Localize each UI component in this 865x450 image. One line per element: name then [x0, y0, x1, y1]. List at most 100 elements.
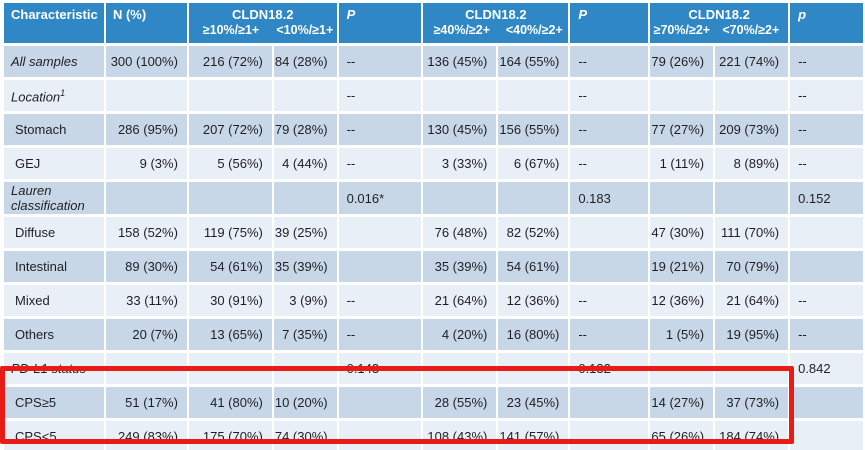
table-row: Location1 -- -- --: [4, 80, 863, 111]
cell-cldn10-lt: 84 (28%): [273, 46, 337, 77]
cell-cldn10-lt: [273, 182, 337, 214]
cell-cldn70-ge: 19 (21%): [650, 251, 714, 282]
cell-cldn10-lt: 3 (9%): [273, 285, 337, 316]
cell-p3: --: [790, 319, 863, 350]
table-row: Diffuse 158 (52%) 119 (75%) 39 (25%) 76 …: [4, 217, 863, 248]
cell-p1: [338, 387, 422, 418]
table-row: GEJ 9 (3%) 5 (56%) 4 (44%) -- 3 (33%) 6 …: [4, 148, 863, 179]
row-label: Mixed: [4, 285, 104, 316]
cell-cldn10-lt: 10 (20%): [273, 387, 337, 418]
group-header-cldn18-10pct: CLDN18.2 ≥10%/≥1+ <10%/≥1+: [188, 3, 337, 43]
cell-cldn70-ge: [650, 353, 714, 384]
cell-cldn70-ge: [650, 182, 714, 214]
table-row: Mixed 33 (11%) 30 (91%) 3 (9%) -- 21 (64…: [4, 285, 863, 316]
col-header-p3: p: [790, 3, 863, 43]
cell-n-pct: 89 (30%): [105, 251, 187, 282]
cell-p3: --: [790, 114, 863, 145]
table-row: CPS<5 249 (83%) 175 (70%) 74 (30%) 108 (…: [4, 421, 863, 450]
cell-cldn10-lt: [273, 80, 337, 111]
cell-cldn40-lt: [498, 353, 569, 384]
cell-cldn40-lt: 23 (45%): [498, 387, 569, 418]
cell-cldn10-ge: 41 (80%): [188, 387, 272, 418]
cell-p2: [570, 217, 649, 248]
cell-cldn40-ge: [423, 80, 497, 111]
cell-cldn10-ge: 13 (65%): [188, 319, 272, 350]
cell-cldn70-ge: [650, 80, 714, 111]
group-sublabels: ≥10%/≥1+ <10%/≥1+: [189, 22, 337, 38]
cell-cldn70-ge: 79 (26%): [650, 46, 714, 77]
sub-header-lt40: <40%/≥2+: [505, 23, 563, 37]
row-label: All samples: [4, 46, 104, 77]
cell-cldn40-ge: 35 (39%): [423, 251, 497, 282]
cell-cldn70-ge: 65 (26%): [650, 421, 714, 450]
cell-p1: [338, 251, 422, 282]
row-label: CPS<5: [4, 421, 104, 450]
cell-cldn70-lt: 70 (79%): [715, 251, 789, 282]
table-row: All samples 300 (100%) 216 (72%) 84 (28%…: [4, 46, 863, 77]
cell-n-pct: 9 (3%): [105, 148, 187, 179]
sub-header-ge10: ≥10%/≥1+: [202, 23, 260, 37]
cell-cldn10-lt: 4 (44%): [273, 148, 337, 179]
cell-cldn40-lt: 82 (52%): [498, 217, 569, 248]
cell-cldn70-lt: [715, 182, 789, 214]
cell-cldn10-ge: [188, 353, 272, 384]
group-title: CLDN18.2: [465, 7, 527, 22]
cell-n-pct: 249 (83%): [105, 421, 187, 450]
col-header-characteristic: Characteristic: [4, 3, 104, 43]
cell-cldn40-lt: 164 (55%): [498, 46, 569, 77]
cell-p2: --: [570, 319, 649, 350]
cell-p1: [338, 217, 422, 248]
sub-header-ge40: ≥40%/≥2+: [433, 23, 491, 37]
cell-cldn70-lt: [715, 353, 789, 384]
cell-p3: 0.842: [790, 353, 863, 384]
row-label: Stomach: [4, 114, 104, 145]
sub-header-lt70: <70%/≥2+: [722, 23, 780, 37]
cell-cldn10-ge: 5 (56%): [188, 148, 272, 179]
cell-cldn40-lt: 12 (36%): [498, 285, 569, 316]
cell-cldn40-ge: 136 (45%): [423, 46, 497, 77]
cell-cldn10-lt: 74 (30%): [273, 421, 337, 450]
cell-p3: [790, 387, 863, 418]
cell-cldn40-lt: 54 (61%): [498, 251, 569, 282]
row-label: CPS≥5: [4, 387, 104, 418]
cell-p3: [790, 251, 863, 282]
cell-cldn70-lt: 111 (70%): [715, 217, 789, 248]
cell-cldn10-lt: [273, 353, 337, 384]
group-title: CLDN18.2: [232, 7, 294, 22]
cell-p1: --: [338, 285, 422, 316]
cell-cldn10-ge: 175 (70%): [188, 421, 272, 450]
cell-n-pct: [105, 80, 187, 111]
cell-p2: --: [570, 46, 649, 77]
cell-cldn40-ge: [423, 182, 497, 214]
cell-cldn40-lt: 16 (80%): [498, 319, 569, 350]
table-row: Others 20 (7%) 13 (65%) 7 (35%) -- 4 (20…: [4, 319, 863, 350]
cell-p1: --: [338, 46, 422, 77]
table-row: CPS≥5 51 (17%) 41 (80%) 10 (20%) 28 (55%…: [4, 387, 863, 418]
cell-cldn70-ge: 12 (36%): [650, 285, 714, 316]
cell-p2: 0.183: [570, 182, 649, 214]
cell-cldn40-lt: [498, 80, 569, 111]
cell-cldn10-lt: 7 (35%): [273, 319, 337, 350]
cell-cldn40-lt: 6 (67%): [498, 148, 569, 179]
cell-p3: 0.152: [790, 182, 863, 214]
group-header-cldn18-70pct: CLDN18.2 ≥70%/≥2+ <70%/≥2+: [650, 3, 789, 43]
cell-cldn40-lt: 141 (57%): [498, 421, 569, 450]
cell-cldn70-lt: 209 (73%): [715, 114, 789, 145]
cell-p2: --: [570, 148, 649, 179]
cell-cldn10-ge: 30 (91%): [188, 285, 272, 316]
cell-cldn40-ge: 28 (55%): [423, 387, 497, 418]
cell-cldn40-ge: 130 (45%): [423, 114, 497, 145]
cell-cldn10-ge: [188, 182, 272, 214]
cell-cldn10-lt: 39 (25%): [273, 217, 337, 248]
cell-p3: --: [790, 148, 863, 179]
group-title: CLDN18.2: [688, 7, 750, 22]
cell-cldn40-ge: 3 (33%): [423, 148, 497, 179]
cell-p1: --: [338, 80, 422, 111]
cell-cldn40-ge: [423, 353, 497, 384]
cell-cldn70-lt: 37 (73%): [715, 387, 789, 418]
table-row: PD-L1 status 0.143 0.132 0.842: [4, 353, 863, 384]
cell-p1: --: [338, 114, 422, 145]
row-label: Location1: [4, 80, 104, 111]
